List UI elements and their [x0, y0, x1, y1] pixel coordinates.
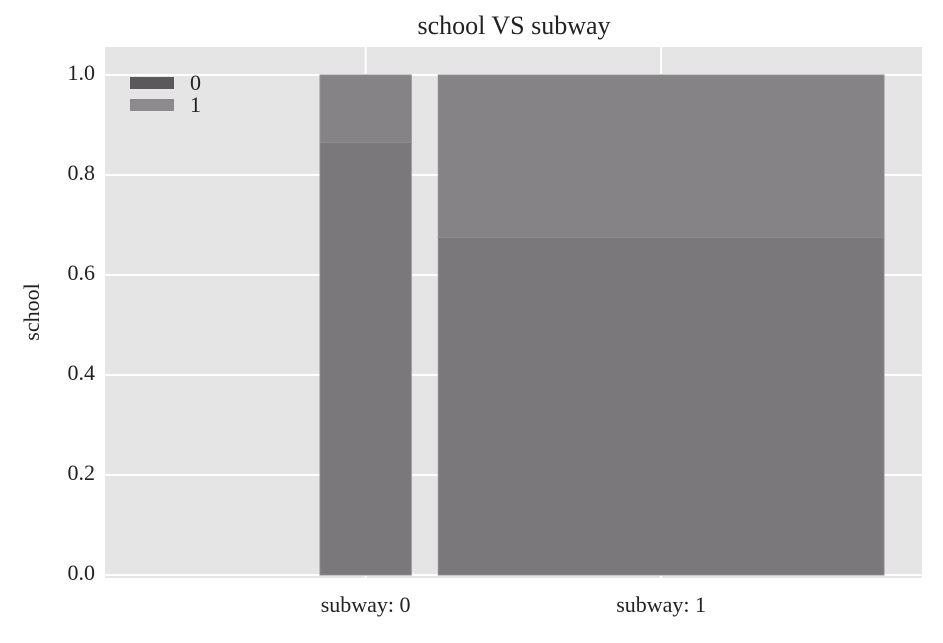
y-tick-label: 0.4 — [68, 360, 96, 385]
legend-swatch — [130, 99, 174, 111]
y-tick-label: 0.6 — [68, 260, 96, 285]
chart-title: school VS subway — [417, 11, 610, 40]
x-tick-label: subway: 0 — [321, 592, 411, 617]
legend-swatch — [130, 77, 174, 89]
y-tick-label: 0.8 — [68, 160, 96, 185]
mosaic-tile — [319, 74, 412, 143]
mosaic-tile — [437, 237, 885, 576]
y-axis-label: school — [19, 283, 44, 340]
x-tick-label: subway: 1 — [616, 592, 706, 617]
legend-label: 0 — [190, 70, 201, 95]
y-tick-label: 1.0 — [68, 60, 96, 85]
y-tick-label: 0.0 — [68, 560, 96, 585]
legend-label: 1 — [190, 92, 201, 117]
mosaic-tile — [319, 142, 412, 576]
mosaic-tile — [437, 74, 885, 238]
y-tick-label: 0.2 — [68, 460, 96, 485]
